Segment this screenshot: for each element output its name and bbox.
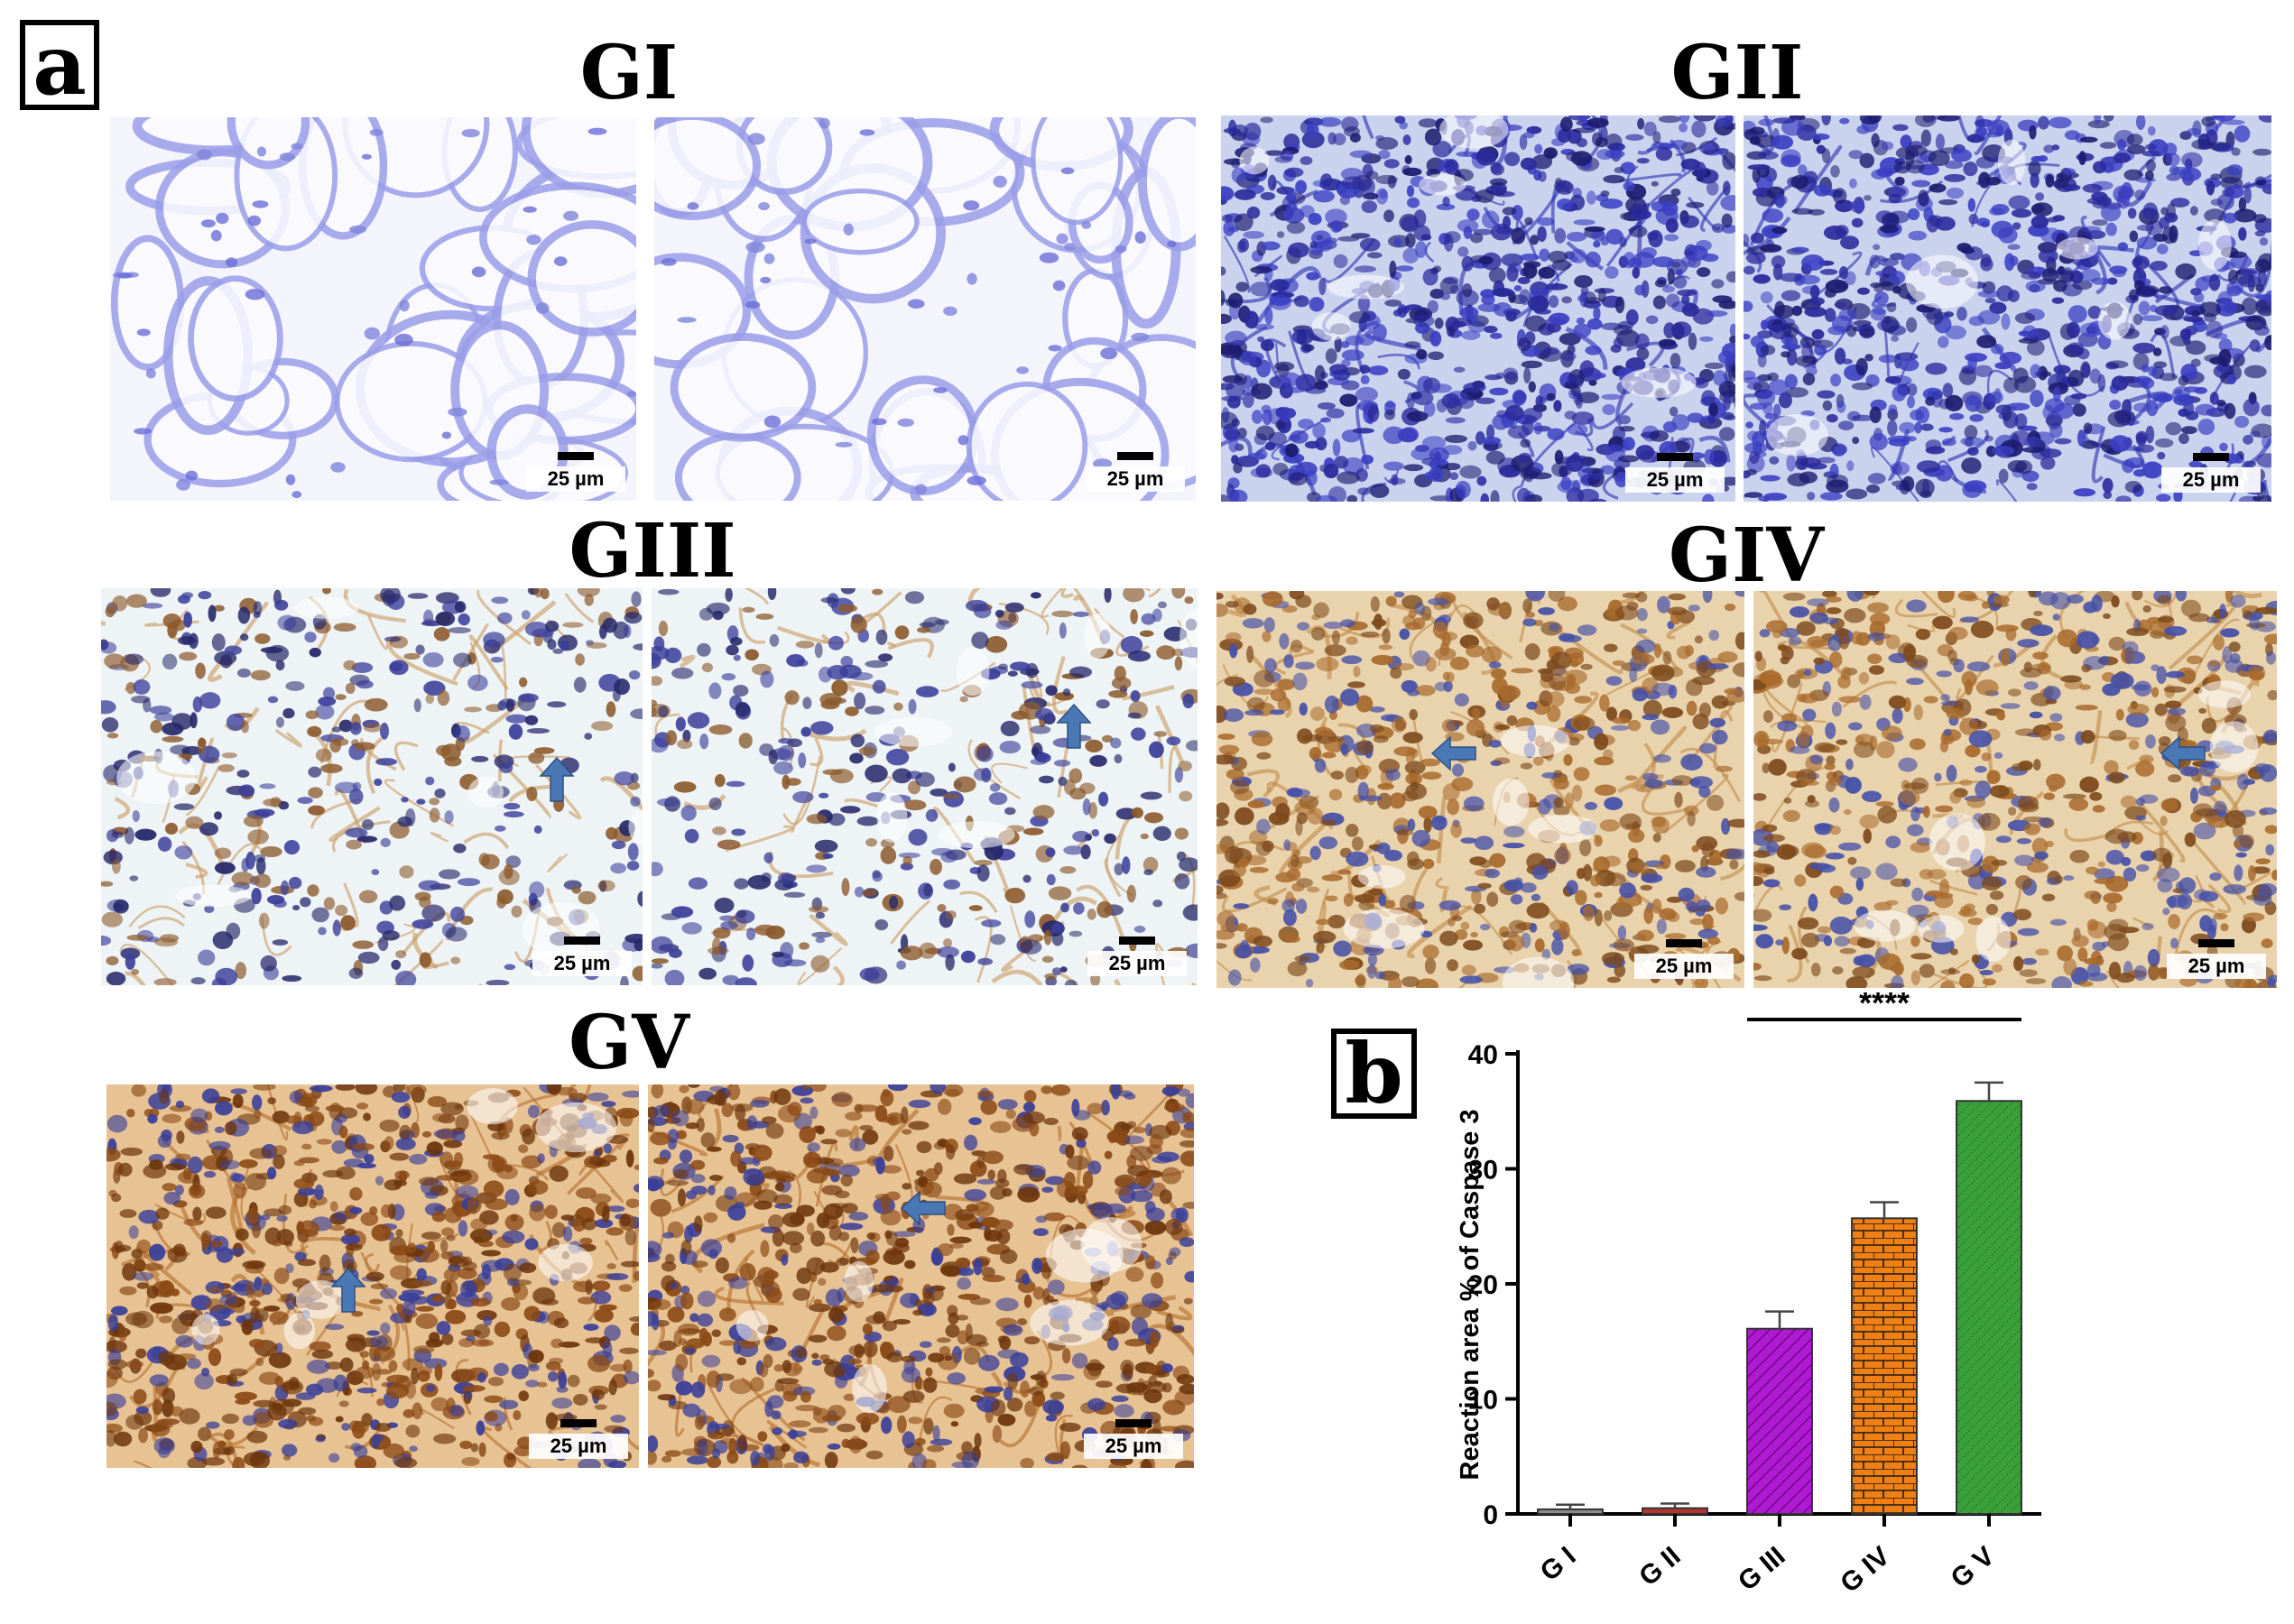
tissue-texture <box>1221 115 1735 502</box>
x-tick-label: G V <box>1946 1541 2001 1594</box>
tissue-texture <box>654 117 1196 501</box>
scale-bar: 25 µm <box>1087 935 1187 976</box>
bar-giv <box>1851 1217 1918 1515</box>
scale-bar-line <box>1115 1419 1152 1427</box>
y-tick-label: 40 <box>1468 1040 1498 1070</box>
scale-bar-line <box>1657 453 1693 461</box>
tissue-texture <box>106 1084 639 1468</box>
x-tick-label: G III <box>1733 1541 1791 1597</box>
micrograph-gi-2: 25 µm <box>654 117 1196 501</box>
scale-bar-line <box>564 937 600 945</box>
error-bar <box>1975 1081 2003 1102</box>
x-tick-label: G IV <box>1835 1541 1895 1599</box>
significance-label: **** <box>1859 992 1910 1021</box>
error-bar <box>1660 1502 1689 1509</box>
scale-bar-line <box>1117 452 1153 460</box>
error-bar <box>1870 1201 1899 1219</box>
micrograph-gv-1: 25 µm <box>106 1084 639 1468</box>
scale-bar-label: 25 µm <box>1086 466 1185 492</box>
micrograph-gi-1: 25 µm <box>110 117 636 501</box>
caspase3-bar-chart: 0 10 20 30 40 G I G II G III G IV G V Reaction ar… <box>1456 992 2041 1599</box>
arrow-marker-icon <box>900 1190 946 1226</box>
arrow-marker-icon <box>1056 703 1092 749</box>
panel-label-b: b <box>1331 1029 1417 1119</box>
arrow-marker-icon <box>330 1267 366 1313</box>
scale-bar: 25 µm <box>1086 450 1185 492</box>
bar-giii <box>1746 1327 1813 1515</box>
scale-bar-label: 25 µm <box>1634 954 1734 979</box>
scale-bar: 25 µm <box>532 935 632 976</box>
micrograph-giii-2: 25 µm <box>652 588 1198 985</box>
scale-bar-line <box>560 1419 597 1427</box>
x-tick-label: G I <box>1535 1541 1582 1587</box>
scale-bar-label: 25 µm <box>2167 954 2266 979</box>
x-tick-label: G II <box>1633 1541 1686 1592</box>
scale-bar-line <box>1666 939 1702 947</box>
y-tick-label: 0 <box>1483 1500 1498 1530</box>
panel-label-a: a <box>20 20 99 110</box>
arrow-marker-icon <box>1430 735 1476 771</box>
tissue-texture <box>648 1084 1194 1468</box>
micrograph-gv-2: 25 µm <box>648 1084 1194 1468</box>
micrograph-gii-2: 25 µm <box>1744 115 2271 502</box>
scale-bar-line <box>1119 937 1155 945</box>
panel-label-a-text: a <box>32 16 87 114</box>
y-tick-label: 30 <box>1468 1156 1498 1186</box>
tissue-texture <box>1753 591 2277 988</box>
arrow-marker-icon <box>2160 735 2206 771</box>
tissue-texture <box>1216 591 1744 988</box>
panel-label-b-text: b <box>1345 1025 1403 1122</box>
group-title-gi: GI <box>579 30 679 116</box>
group-title-gii: GII <box>1670 30 1804 116</box>
scale-bar-label: 25 µm <box>1087 951 1187 976</box>
scale-bar-label: 25 µm <box>2161 467 2261 493</box>
group-title-giv: GIV <box>1668 512 1825 599</box>
scale-bar: 25 µm <box>1634 937 1734 979</box>
scale-bar: 25 µm <box>529 1417 628 1459</box>
y-tick-label: 10 <box>1468 1386 1498 1416</box>
scale-bar-line <box>2198 939 2234 947</box>
micrograph-giv-1: 25 µm <box>1216 591 1744 988</box>
micrograph-gii-1: 25 µm <box>1221 115 1735 502</box>
scale-bar: 25 µm <box>1084 1417 1183 1459</box>
bar-gi <box>1537 1508 1604 1516</box>
scale-bar-line <box>2193 453 2229 461</box>
scale-bar-label: 25 µm <box>529 1434 628 1459</box>
error-bar <box>1765 1310 1794 1329</box>
tissue-texture <box>652 588 1198 985</box>
y-axis-label: Reaction area % of Caspase 3 <box>1456 1109 1485 1480</box>
bar-gv <box>1956 1100 2022 1516</box>
tissue-texture <box>110 117 636 501</box>
micrograph-giv-2: 25 µm <box>1753 591 2277 988</box>
y-tick-label: 20 <box>1468 1270 1498 1300</box>
scale-bar-line <box>558 452 594 460</box>
arrow-marker-icon <box>539 756 575 802</box>
group-title-giii: GIII <box>569 508 736 595</box>
bar-gii <box>1642 1507 1708 1515</box>
scale-bar-label: 25 µm <box>532 951 632 976</box>
group-title-gv: GV <box>569 1000 689 1086</box>
scale-bar-label: 25 µm <box>1625 467 1725 493</box>
error-bar <box>1556 1503 1585 1509</box>
scale-bar: 25 µm <box>526 450 625 492</box>
scale-bar-label: 25 µm <box>526 466 625 492</box>
scale-bar: 25 µm <box>2161 451 2261 493</box>
micrograph-giii-1: 25 µm <box>101 588 643 985</box>
scale-bar-label: 25 µm <box>1084 1434 1183 1459</box>
tissue-texture <box>1744 115 2271 502</box>
scale-bar: 25 µm <box>2167 937 2266 979</box>
scale-bar: 25 µm <box>1625 451 1725 493</box>
